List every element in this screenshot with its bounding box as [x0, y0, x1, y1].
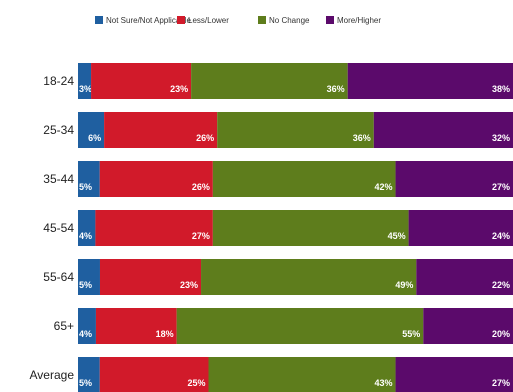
value-label-not-sure-not-applicable-average: 5%	[79, 378, 92, 388]
bar-segment-no-change-25-34	[217, 112, 374, 148]
bar-segment-more-higher-55-64	[416, 259, 513, 295]
bar-segment-more-higher-45-54	[408, 210, 513, 246]
plot-area: 18-24 3% 23% 36% 38% 25-34 6% 26% 36% 32% 35-44 5% 2…	[30, 63, 513, 392]
bar-segment-no-change-average	[208, 357, 396, 392]
value-label-no-change-average: 43%	[375, 378, 393, 388]
bar-segment-not-sure-not-applicable-average	[78, 357, 100, 392]
bar-segment-no-change-55-64	[201, 259, 417, 295]
category-label-35-44: 35-44	[43, 172, 74, 186]
value-label-less-lower-45-54: 27%	[192, 231, 210, 241]
value-label-not-sure-not-applicable-55-64: 5%	[79, 280, 92, 290]
value-label-less-lower-25-34: 26%	[196, 133, 214, 143]
value-label-no-change-55-64: 49%	[395, 280, 413, 290]
value-label-more-higher-25-34: 32%	[492, 133, 510, 143]
value-label-less-lower-65: 18%	[156, 329, 174, 339]
category-label-45-54: 45-54	[43, 221, 74, 235]
value-label-more-higher-55-64: 22%	[492, 280, 510, 290]
bar-segment-less-lower-55-64	[99, 259, 202, 295]
bar-segment-not-sure-not-applicable-18-24	[78, 63, 92, 99]
value-label-no-change-65: 55%	[402, 329, 420, 339]
legend-label-less-lower: Less/Lower	[188, 16, 229, 25]
bar-segment-less-lower-65	[95, 308, 177, 344]
bar-segment-less-lower-18-24	[91, 63, 192, 99]
category-label-average: Average	[30, 368, 75, 382]
bar-segment-no-change-35-44	[212, 161, 396, 197]
category-label-55-64: 55-64	[43, 270, 74, 284]
value-label-not-sure-not-applicable-25-34: 6%	[88, 133, 101, 143]
value-label-less-lower-55-64: 23%	[180, 280, 198, 290]
value-label-more-higher-45-54: 24%	[492, 231, 510, 241]
value-label-more-higher-average: 27%	[492, 378, 510, 388]
legend-label-more-higher: More/Higher	[337, 16, 381, 25]
bar-segment-more-higher-average	[395, 357, 513, 392]
bar-segment-more-higher-25-34	[373, 112, 513, 148]
bar-segment-no-change-18-24	[191, 63, 348, 99]
value-label-less-lower-average: 25%	[187, 378, 205, 388]
value-label-less-lower-18-24: 23%	[170, 84, 188, 94]
category-label-25-34: 25-34	[43, 123, 74, 137]
value-label-no-change-45-54: 45%	[388, 231, 406, 241]
value-label-no-change-18-24: 36%	[327, 84, 345, 94]
bar-segment-not-sure-not-applicable-45-54	[78, 210, 96, 246]
legend-swatch-more-higher	[326, 16, 334, 24]
value-label-more-higher-65: 20%	[492, 329, 510, 339]
value-label-not-sure-not-applicable-18-24: 3%	[79, 84, 92, 94]
bar-segment-less-lower-25-34	[104, 112, 218, 148]
bar-segment-not-sure-not-applicable-25-34	[78, 112, 105, 148]
legend-label-not-sure-not-applicable: Not Sure/Not Applicable	[106, 16, 191, 25]
bar-segment-less-lower-45-54	[95, 210, 213, 246]
bar-segment-less-lower-average	[99, 357, 209, 392]
bar-segment-more-higher-65	[423, 308, 513, 344]
value-label-not-sure-not-applicable-35-44: 5%	[79, 182, 92, 192]
bar-segment-no-change-65	[176, 308, 424, 344]
value-label-not-sure-not-applicable-45-54: 4%	[79, 231, 92, 241]
value-label-not-sure-not-applicable-65: 4%	[79, 329, 92, 339]
value-label-more-higher-35-44: 27%	[492, 182, 510, 192]
value-label-more-higher-18-24: 38%	[492, 84, 510, 94]
value-label-less-lower-35-44: 26%	[192, 182, 210, 192]
bar-segment-not-sure-not-applicable-35-44	[78, 161, 100, 197]
legend-swatch-not-sure-not-applicable	[95, 16, 103, 24]
value-label-no-change-35-44: 42%	[375, 182, 393, 192]
bar-segment-more-higher-18-24	[347, 63, 513, 99]
bar-segment-no-change-45-54	[212, 210, 409, 246]
legend-label-no-change: No Change	[269, 16, 310, 25]
legend-swatch-no-change	[258, 16, 266, 24]
bar-segment-not-sure-not-applicable-55-64	[78, 259, 100, 295]
category-label-65: 65+	[54, 319, 74, 333]
bar-segment-more-higher-35-44	[395, 161, 513, 197]
bar-segment-not-sure-not-applicable-65	[78, 308, 96, 344]
bar-segment-less-lower-35-44	[99, 161, 213, 197]
category-label-18-24: 18-24	[43, 74, 74, 88]
legend-swatch-less-lower	[177, 16, 185, 24]
value-label-no-change-25-34: 36%	[353, 133, 371, 143]
